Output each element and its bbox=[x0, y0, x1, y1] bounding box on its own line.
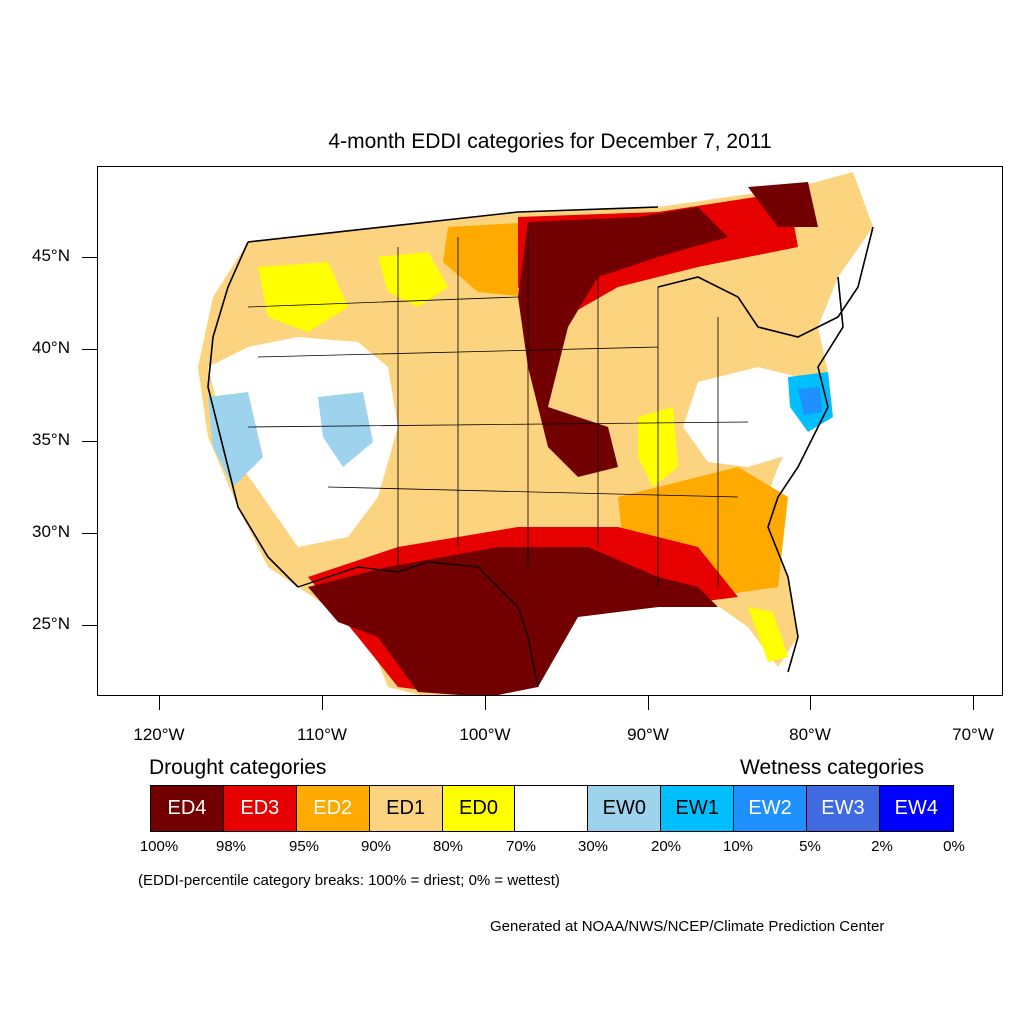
legend-label-ew3: EW3 bbox=[821, 797, 865, 819]
ed0-patch-west bbox=[258, 262, 348, 332]
category-breaks-note: (EDDI-percentile category breaks: 100% =… bbox=[138, 872, 560, 889]
pct-label-95: 95% bbox=[288, 838, 320, 855]
legend-label-ed1: ED1 bbox=[386, 797, 426, 819]
near-normal-east-region bbox=[683, 367, 813, 467]
legend-cell-ed2: ED2 bbox=[296, 786, 370, 831]
legend-cell-ed3: ED3 bbox=[223, 786, 297, 831]
legend-label-ed4: ED4 bbox=[167, 797, 207, 819]
lon-tick-100w bbox=[485, 696, 486, 710]
lon-label-110w: 110°W bbox=[297, 725, 347, 744]
lat-label-25n: 25°N bbox=[32, 614, 70, 633]
lat-label-40n: 40°N bbox=[32, 338, 70, 357]
lat-tick-25n bbox=[82, 625, 97, 626]
pct-label-80: 80% bbox=[432, 838, 464, 855]
legend-cell-ew2: EW2 bbox=[734, 786, 808, 831]
pct-label-5: 5% bbox=[799, 838, 821, 855]
pct-label-70: 70% bbox=[505, 838, 537, 855]
ed0-patch-florida bbox=[748, 607, 788, 662]
lon-tick-80w bbox=[810, 696, 811, 710]
legend-label-ew4: EW4 bbox=[894, 797, 939, 819]
legend-cell-ew1: EW1 bbox=[661, 786, 735, 831]
legend-label-ed2: ED2 bbox=[313, 797, 353, 819]
legend-cell-ed1: ED1 bbox=[369, 786, 443, 831]
eddi-map-canvas bbox=[198, 172, 874, 695]
credit-line: Generated at NOAA/NWS/NCEP/Climate Predi… bbox=[490, 918, 885, 935]
lon-tick-110w bbox=[322, 696, 323, 710]
lon-label-70w: 70°W bbox=[952, 725, 994, 744]
map-title: 4-month EDDI categories for December 7, … bbox=[328, 130, 772, 153]
lon-label-80w: 80°W bbox=[789, 725, 831, 744]
legend-cell-ed0: ED0 bbox=[442, 786, 516, 831]
lat-tick-40n bbox=[82, 349, 97, 350]
ew0-patch-nevada bbox=[208, 392, 263, 487]
lon-tick-120w bbox=[159, 696, 160, 710]
ed4-north-east bbox=[748, 182, 818, 227]
legend-cell-ew4: EW4 bbox=[879, 786, 953, 831]
ed4-texas bbox=[308, 547, 718, 695]
pct-label-10: 10% bbox=[722, 838, 754, 855]
ew0-patch-utah bbox=[318, 392, 373, 467]
lon-tick-90w bbox=[648, 696, 649, 710]
legend-label-ew1: EW1 bbox=[675, 797, 719, 819]
drought-categories-heading: Drought categories bbox=[149, 756, 327, 779]
eddi-map bbox=[97, 166, 1003, 696]
legend-cell-ew3: EW3 bbox=[807, 786, 880, 831]
lon-tick-70w bbox=[973, 696, 974, 710]
pct-label-20: 20% bbox=[650, 838, 682, 855]
ed0-patch-plains bbox=[378, 252, 448, 307]
lat-tick-45n bbox=[82, 257, 97, 258]
pct-label-30: 30% bbox=[577, 838, 609, 855]
legend-label-ed3: ED3 bbox=[240, 797, 280, 819]
pct-label-0: 0% bbox=[943, 838, 965, 855]
lat-tick-30n bbox=[82, 533, 97, 534]
ew2-patch-midatlantic bbox=[798, 387, 822, 415]
pct-label-98: 98% bbox=[215, 838, 247, 855]
legend-label-ed0: ED0 bbox=[459, 797, 498, 819]
legend-label-ew2: EW2 bbox=[748, 797, 792, 819]
near-normal-west-region bbox=[208, 337, 398, 547]
legend-cell-ew0: EW0 bbox=[588, 786, 662, 831]
state-boundaries bbox=[247, 227, 749, 587]
lat-tick-35n bbox=[82, 441, 97, 442]
lon-label-100w: 100°W bbox=[459, 725, 511, 744]
wetness-categories-heading: Wetness categories bbox=[740, 756, 925, 779]
pct-label-2: 2% bbox=[871, 838, 893, 855]
pct-label-100: 100% bbox=[139, 838, 179, 855]
international-border bbox=[297, 561, 539, 688]
lat-label-35n: 35°N bbox=[32, 430, 70, 449]
conus-outline bbox=[207, 206, 874, 673]
legend-label-ew0: EW0 bbox=[602, 797, 646, 819]
legend-cell-ed4: ED4 bbox=[151, 786, 224, 831]
ed4-upper-midwest bbox=[518, 207, 728, 477]
pct-label-90: 90% bbox=[360, 838, 392, 855]
lat-label-30n: 30°N bbox=[32, 522, 70, 541]
lon-label-90w: 90°W bbox=[627, 725, 669, 744]
lat-label-45n: 45°N bbox=[32, 246, 70, 265]
legend-cell-normal bbox=[515, 786, 589, 831]
lon-label-120w: 120°W bbox=[133, 725, 185, 744]
category-legend-bar: ED4 ED3 ED2 ED1 ED0 EW0 EW1 EW2 EW3 EW4 bbox=[150, 785, 954, 832]
